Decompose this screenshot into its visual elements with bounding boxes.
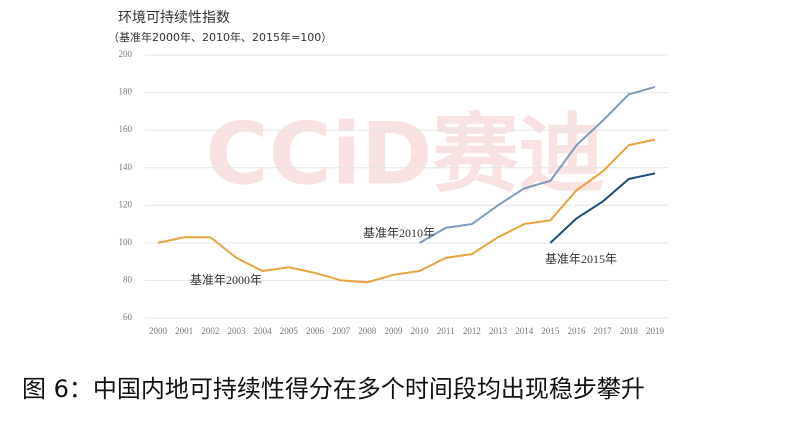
- chart-subtitle: （基准年2000年、2010年、2015年=100）: [108, 30, 332, 44]
- x-tick-label: 2004: [254, 326, 273, 336]
- x-tick-label: 2018: [620, 326, 639, 336]
- x-tick-label: 2016: [568, 326, 587, 336]
- x-tick-label: 2013: [489, 326, 508, 336]
- series-label: 基准年2000年: [190, 273, 262, 287]
- x-tick-label: 2003: [227, 326, 246, 336]
- y-tick-label: 80: [123, 274, 133, 284]
- y-tick-label: 200: [119, 49, 133, 59]
- series-line: [157, 138, 656, 284]
- x-tick-label: 2009: [384, 326, 403, 336]
- x-tick-label: 2011: [437, 326, 455, 336]
- x-tick-label: 2000: [149, 326, 168, 336]
- series-line: [549, 172, 656, 244]
- y-tick-label: 140: [119, 162, 133, 172]
- x-tick-label: 2006: [306, 326, 325, 336]
- x-tick-label: 2010: [411, 326, 430, 336]
- x-tick-label: 2005: [280, 326, 299, 336]
- series-line: [419, 85, 656, 244]
- caption: 图 6：中国内地可持续性得分在多个时间段均出现稳步攀升: [22, 375, 645, 403]
- x-tick-label: 2001: [175, 326, 193, 336]
- x-tick-label: 2017: [594, 326, 613, 336]
- watermark: CCiD赛迪: [205, 104, 604, 204]
- chart-title: 环境可持续性指数: [118, 9, 230, 26]
- x-tick-label: 2002: [201, 326, 219, 336]
- x-tick-label: 2014: [515, 326, 534, 336]
- y-tick-label: 60: [123, 312, 133, 322]
- series-label: 基准年2010年: [363, 226, 435, 240]
- x-tick-label: 2008: [358, 326, 377, 336]
- x-tick-label: 2015: [541, 326, 560, 336]
- x-tick-label: 2019: [646, 326, 665, 336]
- y-tick-label: 120: [119, 199, 133, 209]
- series-label: 基准年2015年: [545, 252, 617, 266]
- y-tick-label: 100: [119, 237, 133, 247]
- x-tick-label: 2012: [463, 326, 481, 336]
- y-tick-label: 180: [119, 87, 133, 97]
- y-tick-label: 160: [119, 124, 133, 134]
- x-tick-label: 2007: [332, 326, 351, 336]
